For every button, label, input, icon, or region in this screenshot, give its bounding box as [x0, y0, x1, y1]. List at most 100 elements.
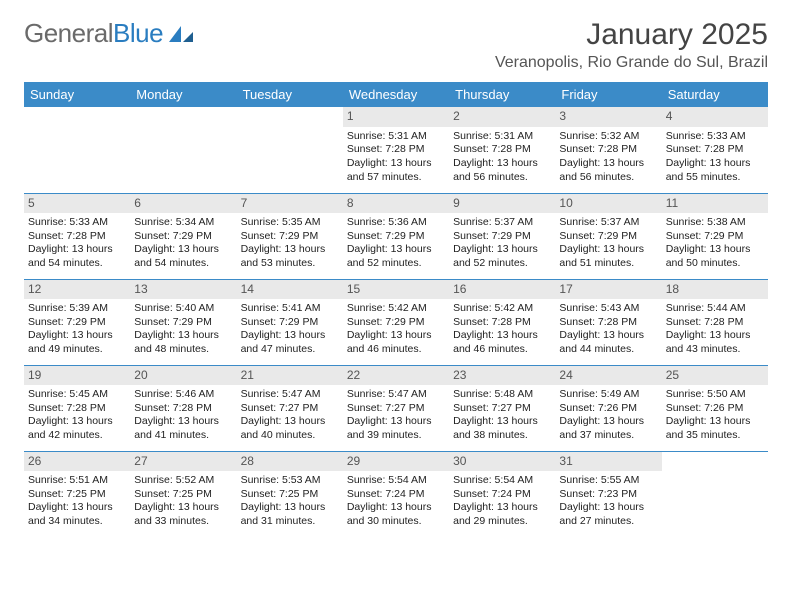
day-number: 10 — [555, 194, 661, 214]
day-number: 5 — [24, 194, 130, 214]
day-number: 16 — [449, 280, 555, 300]
calendar-cell — [130, 107, 236, 193]
calendar-cell — [24, 107, 130, 193]
calendar-cell: 29Sunrise: 5:54 AMSunset: 7:24 PMDayligh… — [343, 451, 449, 537]
day-number: 14 — [237, 280, 343, 300]
day-details: Sunrise: 5:44 AMSunset: 7:28 PMDaylight:… — [666, 302, 764, 357]
day-details: Sunrise: 5:51 AMSunset: 7:25 PMDaylight:… — [28, 474, 126, 529]
day-number: 11 — [662, 194, 768, 214]
day-details: Sunrise: 5:36 AMSunset: 7:29 PMDaylight:… — [347, 216, 445, 271]
brand-logo: GeneralBlue — [24, 18, 195, 49]
calendar-week: 19Sunrise: 5:45 AMSunset: 7:28 PMDayligh… — [24, 365, 768, 451]
day-details: Sunrise: 5:37 AMSunset: 7:29 PMDaylight:… — [559, 216, 657, 271]
day-details: Sunrise: 5:47 AMSunset: 7:27 PMDaylight:… — [241, 388, 339, 443]
calendar-week: 5Sunrise: 5:33 AMSunset: 7:28 PMDaylight… — [24, 193, 768, 279]
brand-part2: Blue — [113, 18, 163, 49]
calendar-cell: 1 Sunrise: 5:31 AMSunset: 7:28 PMDaylight… — [343, 107, 449, 193]
brand-part1: General — [24, 18, 113, 49]
day-details: Sunrise: 5:42 AMSunset: 7:29 PMDaylight:… — [347, 302, 445, 357]
day-number: 2 — [449, 107, 555, 127]
calendar-cell: 8Sunrise: 5:36 AMSunset: 7:29 PMDaylight… — [343, 193, 449, 279]
calendar-cell: 21Sunrise: 5:47 AMSunset: 7:27 PMDayligh… — [237, 365, 343, 451]
calendar-cell: 25Sunrise: 5:50 AMSunset: 7:26 PMDayligh… — [662, 365, 768, 451]
calendar-week: 1Sunrise: 5:31 AMSunset: 7:28 PMDaylight… — [24, 107, 768, 193]
calendar-table: SundayMondayTuesdayWednesdayThursdayFrid… — [24, 82, 768, 537]
calendar-cell: 20Sunrise: 5:46 AMSunset: 7:28 PMDayligh… — [130, 365, 236, 451]
calendar-cell: 27Sunrise: 5:52 AMSunset: 7:25 PMDayligh… — [130, 451, 236, 537]
calendar-cell: 30Sunrise: 5:54 AMSunset: 7:24 PMDayligh… — [449, 451, 555, 537]
day-header: Tuesday — [237, 82, 343, 107]
day-header-row: SundayMondayTuesdayWednesdayThursdayFrid… — [24, 82, 768, 107]
day-number: 24 — [555, 366, 661, 386]
day-header: Monday — [130, 82, 236, 107]
calendar-cell: 3Sunrise: 5:32 AMSunset: 7:28 PMDaylight… — [555, 107, 661, 193]
day-details: Sunrise: 5:42 AMSunset: 7:28 PMDaylight:… — [453, 302, 551, 357]
calendar-cell: 24Sunrise: 5:49 AMSunset: 7:26 PMDayligh… — [555, 365, 661, 451]
day-number: 17 — [555, 280, 661, 300]
calendar-cell: 6Sunrise: 5:34 AMSunset: 7:29 PMDaylight… — [130, 193, 236, 279]
day-details: Sunrise: 5:43 AMSunset: 7:28 PMDaylight:… — [559, 302, 657, 357]
calendar-cell: 28Sunrise: 5:53 AMSunset: 7:25 PMDayligh… — [237, 451, 343, 537]
day-header: Saturday — [662, 82, 768, 107]
day-number: 18 — [662, 280, 768, 300]
day-number: 30 — [449, 452, 555, 472]
day-number: 6 — [130, 194, 236, 214]
day-details: Sunrise: 5:33 AMSunset: 7:28 PMDaylight:… — [28, 216, 126, 271]
calendar-cell: 31Sunrise: 5:55 AMSunset: 7:23 PMDayligh… — [555, 451, 661, 537]
day-details: Sunrise: 5:45 AMSunset: 7:28 PMDaylight:… — [28, 388, 126, 443]
calendar-cell: 17Sunrise: 5:43 AMSunset: 7:28 PMDayligh… — [555, 279, 661, 365]
day-number: 26 — [24, 452, 130, 472]
calendar-cell: 5Sunrise: 5:33 AMSunset: 7:28 PMDaylight… — [24, 193, 130, 279]
day-number: 4 — [662, 107, 768, 127]
day-details: Sunrise: 5:46 AMSunset: 7:28 PMDaylight:… — [134, 388, 232, 443]
day-number: 15 — [343, 280, 449, 300]
day-details: Sunrise: 5:47 AMSunset: 7:27 PMDaylight:… — [347, 388, 445, 443]
day-number: 21 — [237, 366, 343, 386]
day-details: Sunrise: 5:31 AMSunset: 7:28 PMDaylight:… — [453, 130, 551, 185]
day-header: Sunday — [24, 82, 130, 107]
day-details: Sunrise: 5:53 AMSunset: 7:25 PMDaylight:… — [241, 474, 339, 529]
day-details: Sunrise: 5:39 AMSunset: 7:29 PMDaylight:… — [28, 302, 126, 357]
day-number: 3 — [555, 107, 661, 127]
calendar-cell: 15Sunrise: 5:42 AMSunset: 7:29 PMDayligh… — [343, 279, 449, 365]
calendar-cell: 26Sunrise: 5:51 AMSunset: 7:25 PMDayligh… — [24, 451, 130, 537]
day-number: 29 — [343, 452, 449, 472]
day-number: 7 — [237, 194, 343, 214]
day-number: 9 — [449, 194, 555, 214]
day-number: 31 — [555, 452, 661, 472]
calendar-cell: 14Sunrise: 5:41 AMSunset: 7:29 PMDayligh… — [237, 279, 343, 365]
calendar-cell: 10Sunrise: 5:37 AMSunset: 7:29 PMDayligh… — [555, 193, 661, 279]
day-number: 22 — [343, 366, 449, 386]
day-details: Sunrise: 5:38 AMSunset: 7:29 PMDaylight:… — [666, 216, 764, 271]
day-number: 13 — [130, 280, 236, 300]
calendar-cell: 19Sunrise: 5:45 AMSunset: 7:28 PMDayligh… — [24, 365, 130, 451]
day-number: 8 — [343, 194, 449, 214]
location-text: Veranopolis, Rio Grande do Sul, Brazil — [495, 54, 768, 72]
calendar-cell: 16Sunrise: 5:42 AMSunset: 7:28 PMDayligh… — [449, 279, 555, 365]
day-details: Sunrise: 5:31 AMSunset: 7:28 PMDaylight:… — [347, 130, 445, 185]
calendar-cell — [662, 451, 768, 537]
day-number: 12 — [24, 280, 130, 300]
day-details: Sunrise: 5:55 AMSunset: 7:23 PMDaylight:… — [559, 474, 657, 529]
day-header: Thursday — [449, 82, 555, 107]
calendar-cell: 9Sunrise: 5:37 AMSunset: 7:29 PMDaylight… — [449, 193, 555, 279]
calendar-cell — [237, 107, 343, 193]
calendar-week: 26Sunrise: 5:51 AMSunset: 7:25 PMDayligh… — [24, 451, 768, 537]
day-number: 25 — [662, 366, 768, 386]
day-header: Friday — [555, 82, 661, 107]
calendar-cell: 11Sunrise: 5:38 AMSunset: 7:29 PMDayligh… — [662, 193, 768, 279]
day-details: Sunrise: 5:34 AMSunset: 7:29 PMDaylight:… — [134, 216, 232, 271]
calendar-cell: 18Sunrise: 5:44 AMSunset: 7:28 PMDayligh… — [662, 279, 768, 365]
calendar-cell: 23Sunrise: 5:48 AMSunset: 7:27 PMDayligh… — [449, 365, 555, 451]
calendar-cell: 7Sunrise: 5:35 AMSunset: 7:29 PMDaylight… — [237, 193, 343, 279]
day-details: Sunrise: 5:48 AMSunset: 7:27 PMDaylight:… — [453, 388, 551, 443]
calendar-cell: 12Sunrise: 5:39 AMSunset: 7:29 PMDayligh… — [24, 279, 130, 365]
day-details: Sunrise: 5:49 AMSunset: 7:26 PMDaylight:… — [559, 388, 657, 443]
calendar-cell: 22Sunrise: 5:47 AMSunset: 7:27 PMDayligh… — [343, 365, 449, 451]
day-details: Sunrise: 5:54 AMSunset: 7:24 PMDaylight:… — [347, 474, 445, 529]
day-number: 28 — [237, 452, 343, 472]
calendar-week: 12Sunrise: 5:39 AMSunset: 7:29 PMDayligh… — [24, 279, 768, 365]
logo-sail-icon — [167, 24, 195, 44]
day-number: 1 — [343, 107, 449, 127]
calendar-cell: 13Sunrise: 5:40 AMSunset: 7:29 PMDayligh… — [130, 279, 236, 365]
